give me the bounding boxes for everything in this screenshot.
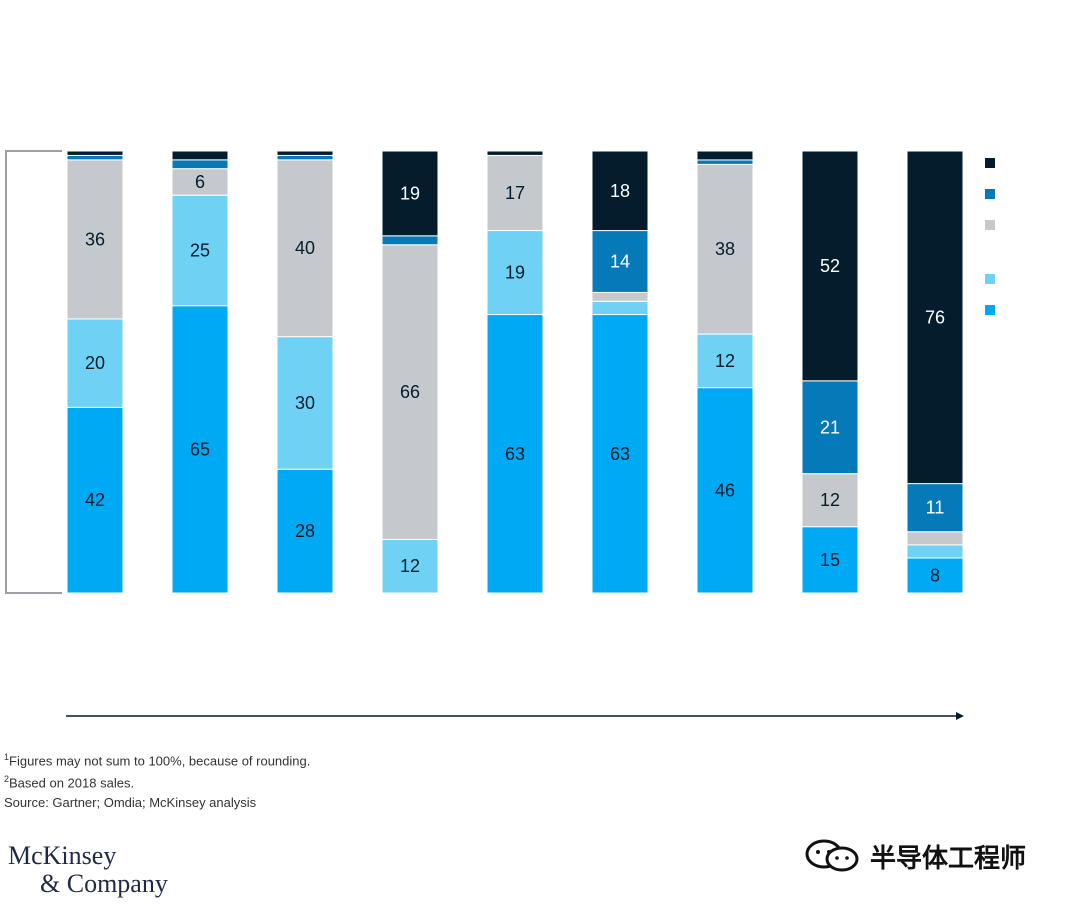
- bar-segment: [381, 150, 439, 237]
- legend-swatch: [985, 158, 995, 168]
- data-label: 11: [926, 498, 945, 518]
- data-label: 63: [610, 444, 630, 464]
- data-label: 46: [715, 480, 735, 500]
- bar-segment: [906, 483, 964, 533]
- footnote-2-text: Based on 2018 sales.: [9, 775, 135, 791]
- data-label: 40: [295, 238, 315, 258]
- logo-line-2: & Company: [40, 869, 168, 898]
- data-label: 17: [505, 183, 525, 203]
- bar-segment: [696, 150, 754, 161]
- data-label: 25: [190, 240, 210, 260]
- data-label: 63: [505, 444, 525, 464]
- bar-segment: [696, 163, 754, 335]
- bar-segment: [486, 154, 544, 232]
- data-label: 20: [85, 353, 105, 373]
- data-label: 18: [610, 181, 630, 201]
- footnotes: 1Figures may not sum to 100%, because of…: [4, 748, 310, 812]
- footnote-2-marker: 2: [4, 774, 10, 785]
- footnote-2: 2Based on 2018 sales.: [4, 770, 310, 792]
- wechat-icon: [805, 839, 859, 872]
- data-label: 36: [85, 229, 105, 249]
- data-label: 6: [195, 172, 205, 192]
- bar-segment: [591, 150, 649, 232]
- watermark: 半导体工程师: [802, 836, 1026, 876]
- data-label: 21: [820, 417, 840, 437]
- bar-segment: [276, 150, 334, 156]
- bar-segment: [276, 154, 334, 161]
- bar-segment: [696, 159, 754, 165]
- bar-segment: [66, 318, 124, 408]
- bar-segment: [906, 557, 964, 594]
- data-label: 38: [715, 239, 735, 259]
- legend-swatch: [985, 274, 995, 284]
- data-label: 52: [820, 256, 840, 276]
- data-label: 15: [820, 550, 840, 570]
- legend-swatch: [985, 220, 995, 230]
- bar-segment: [381, 244, 439, 540]
- bar-segment: [171, 159, 229, 170]
- bar-segment: [591, 230, 649, 293]
- data-label: 42: [85, 490, 105, 510]
- data-label: 30: [295, 393, 315, 413]
- legend: [985, 158, 995, 315]
- footnote-1: 1Figures may not sum to 100%, because of…: [4, 748, 310, 770]
- left-bracket: [5, 150, 62, 594]
- data-label: 19: [400, 183, 420, 203]
- source-note: Source: Gartner; Omdia; McKinsey analysi…: [4, 794, 257, 810]
- bars: 42 20 36 65 25 6 28 30 40 12 66 19 63 19 17 63 14 18 46 12 3…: [66, 150, 964, 594]
- bar-segment: [171, 168, 229, 196]
- data-label: 19: [505, 263, 525, 283]
- bar-segment: [591, 300, 649, 316]
- bar-segment: [171, 305, 229, 594]
- stacked-bar-chart: 42 20 36 65 25 6 28 30 40 12 66 19 63 19 17 63 14 18 46 12 3…: [5, 150, 995, 720]
- bar-segment: [906, 531, 964, 546]
- bar-segment: [801, 150, 859, 382]
- bar-segment: [66, 406, 124, 594]
- bar-segment: [276, 468, 334, 594]
- legend-swatch: [985, 189, 995, 199]
- bar-segment: [276, 159, 334, 338]
- data-label: 14: [610, 252, 630, 272]
- footnote-1-text: Figures may not sum to 100%, because of …: [9, 753, 311, 769]
- bar-segment: [801, 473, 859, 528]
- bar-segment: [381, 538, 439, 594]
- data-label: 76: [925, 307, 945, 327]
- bar-segment: [906, 150, 964, 485]
- data-label: 12: [820, 490, 840, 510]
- footnote-1-marker: 1: [4, 752, 10, 762]
- bar-segment: [801, 380, 859, 475]
- x-axis-arrow: [66, 712, 964, 720]
- bar-segment: [276, 336, 334, 470]
- logo-line-1: McKinsey: [8, 841, 117, 870]
- bar-segment: [591, 291, 649, 302]
- bar-segment: [171, 194, 229, 307]
- mckinsey-logo: McKinsey & Company: [8, 842, 168, 898]
- data-label: 12: [400, 556, 420, 576]
- bar-segment: [381, 235, 439, 246]
- bar-segment: [486, 150, 544, 156]
- bar-segment: [591, 314, 649, 594]
- data-label: 8: [930, 565, 940, 585]
- bar-segment: [66, 150, 124, 156]
- watermark-text: 半导体工程师: [870, 843, 1027, 874]
- bar-segment: [696, 387, 754, 594]
- bar-segment: [486, 314, 544, 594]
- legend-swatch: [985, 305, 995, 315]
- data-label: 28: [295, 521, 315, 541]
- data-label: 66: [400, 382, 420, 402]
- bar-segment: [906, 544, 964, 559]
- data-label: 12: [715, 351, 735, 371]
- bar-segment: [696, 333, 754, 389]
- data-label: 65: [190, 439, 210, 459]
- bar-segment: [66, 154, 124, 161]
- bar-segment: [171, 150, 229, 161]
